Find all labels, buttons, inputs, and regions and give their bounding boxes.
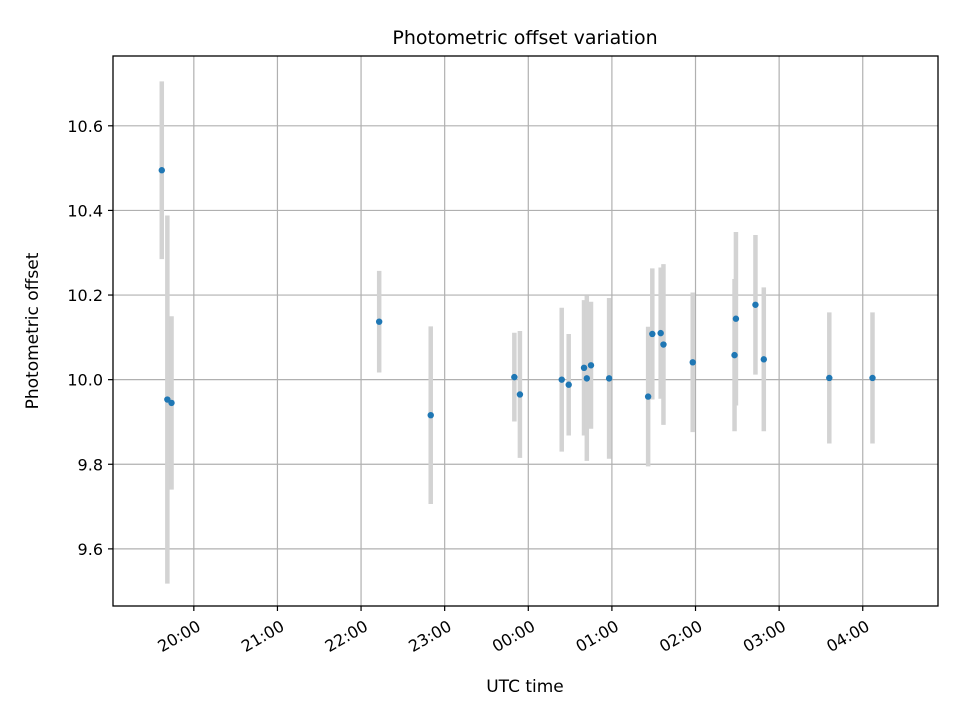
data-point [731, 351, 738, 359]
data-point [760, 356, 768, 363]
data-point [583, 375, 591, 382]
y-tick-label: 10.6 [67, 117, 103, 136]
data-point [826, 374, 833, 382]
y-tick-label: 10.2 [67, 286, 103, 305]
data-point [732, 315, 740, 322]
data-point [168, 399, 175, 407]
data-point [375, 318, 383, 325]
x-axis-label: UTC time [486, 677, 564, 697]
point-layer [158, 167, 876, 419]
data-point [605, 375, 613, 382]
y-tick-label: 10.4 [67, 201, 103, 220]
plot-frame [112, 55, 939, 607]
data-point [657, 329, 664, 337]
data-point [689, 359, 696, 366]
data-point [660, 341, 667, 348]
chart-title: Photometric offset variation [392, 27, 657, 49]
data-point [649, 330, 656, 338]
y-tick-label: 9.6 [78, 540, 103, 559]
data-point [580, 364, 588, 372]
data-point [644, 393, 652, 400]
grid-layer [113, 56, 938, 606]
y-tick-label: 10.0 [67, 371, 103, 390]
y-axis-label: Photometric offset [23, 252, 43, 409]
data-point [516, 391, 524, 398]
data-point [558, 376, 565, 383]
data-point [587, 362, 595, 369]
y-tick-label: 9.8 [78, 455, 103, 474]
data-point [427, 411, 434, 419]
data-point [869, 374, 876, 382]
data-point [511, 373, 518, 381]
data-point [565, 381, 572, 388]
data-point [158, 167, 165, 174]
data-point [752, 301, 759, 308]
